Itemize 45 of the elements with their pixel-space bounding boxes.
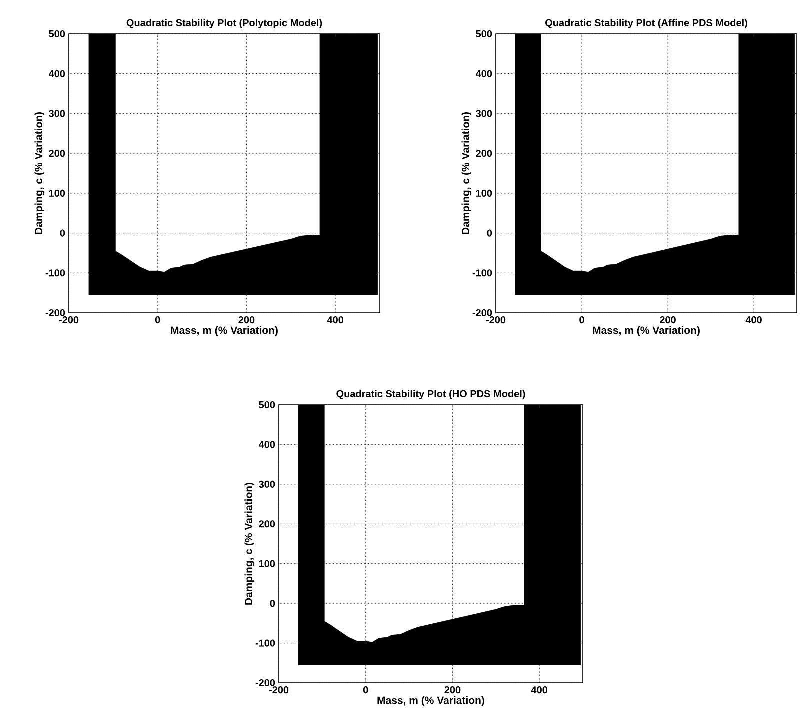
y-tick-label: 0	[487, 230, 492, 237]
x-tick-label: 200	[444, 686, 461, 694]
y-tick-label: 400	[258, 441, 276, 448]
y-tick-label: 500	[259, 401, 276, 409]
y-tick-label: 400	[476, 70, 492, 78]
y-tick-label: 500	[49, 30, 66, 38]
y-tick-label: 100	[476, 190, 492, 197]
y-tick-label: -200	[46, 309, 66, 317]
chart-title: Quadratic Stability Plot (HO PDS Model)	[336, 390, 526, 400]
x-axis-title: Mass, m (% Variation)	[171, 326, 278, 336]
y-tick-label: -200	[256, 679, 276, 687]
x-tick-label: 400	[746, 316, 762, 324]
x-tick-label: -200	[269, 686, 289, 694]
x-tick-label: 200	[660, 316, 676, 324]
y-tick-label: 0	[60, 230, 66, 237]
y-tick-label: 200	[49, 150, 66, 158]
y-tick-label: 0	[270, 600, 276, 608]
chart-title: Quadratic Stability Plot (Polytopic Model)	[126, 19, 322, 28]
y-tick-label: -100	[472, 270, 492, 277]
x-tick-label: 400	[327, 316, 344, 324]
x-axis-title: Mass, m (% Variation)	[378, 696, 484, 706]
y-tick-label: 500	[476, 30, 492, 38]
y-axis-title: Damping, c (% Variation)	[462, 112, 472, 234]
x-tick-label: 0	[363, 686, 368, 694]
x-tick-label: 200	[238, 316, 255, 324]
y-tick-label: 300	[259, 480, 276, 488]
x-tick-label: -200	[59, 316, 79, 324]
x-tick-label: 400	[531, 686, 548, 694]
y-tick-label: -100	[46, 270, 66, 277]
x-tick-label: -200	[486, 316, 506, 324]
y-axis-title: Damping, c (% Variation)	[34, 112, 45, 234]
y-tick-label: -200	[472, 309, 492, 317]
y-tick-label: 200	[476, 150, 492, 158]
y-tick-label: -100	[256, 640, 276, 647]
y-tick-label: 300	[476, 110, 492, 118]
chart-title: Quadratic Stability Plot (Affine PDS Model)	[546, 19, 748, 28]
x-tick-label: 0	[155, 316, 160, 324]
x-tick-label: 0	[580, 316, 584, 324]
y-tick-label: 100	[259, 560, 276, 568]
y-tick-label: 100	[49, 190, 66, 197]
y-axis-title: Damping, c (% Variation)	[244, 482, 255, 605]
y-tick-label: 300	[49, 110, 66, 118]
y-tick-label: 200	[259, 520, 276, 528]
x-axis-title: Mass, m (% Variation)	[593, 326, 700, 336]
y-tick-label: 400	[48, 70, 66, 78]
